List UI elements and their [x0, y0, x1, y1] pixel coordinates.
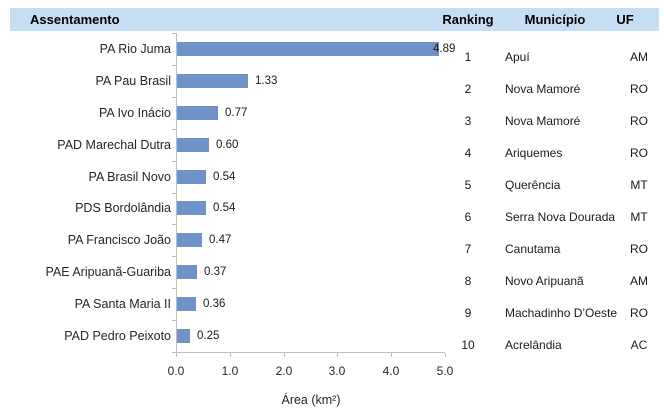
uf-cell: RO [630, 306, 648, 320]
y-axis-tick [172, 352, 177, 353]
ranking-cell: 2 [464, 82, 472, 96]
bar [177, 329, 190, 343]
x-axis-tick [284, 353, 285, 357]
uf-cell: RO [630, 114, 648, 128]
category-label: PDS Bordolândia [75, 201, 171, 215]
ranking-cell: 5 [464, 178, 472, 192]
bar [177, 233, 202, 247]
bar [177, 138, 209, 152]
x-axis-tick-label: 0.0 [167, 364, 185, 378]
bar [177, 265, 197, 279]
uf-cell: MT [630, 210, 648, 224]
y-axis-tick [172, 33, 177, 34]
x-axis-tick-label: 2.0 [275, 364, 293, 378]
category-label: PA Ivo Inácio [98, 106, 171, 120]
uf-cell: AM [630, 274, 648, 288]
x-axis-tick-label: 4.0 [382, 364, 400, 378]
ranking-cell: 1 [464, 50, 472, 64]
col-header-ranking: Ranking [442, 12, 494, 27]
category-label: PAE Aripuanã-Guariba [45, 265, 171, 279]
x-axis-tick-label: 3.0 [328, 364, 346, 378]
category-label: PA Santa Maria II [74, 297, 171, 311]
y-axis-tick [172, 224, 177, 225]
ranking-cell: 4 [464, 146, 472, 160]
bar-value-label: 0.47 [209, 234, 232, 246]
x-axis-tick [445, 353, 446, 357]
col-header-uf: UF [616, 12, 634, 27]
ranking-cell: 6 [464, 210, 472, 224]
y-axis-tick [172, 97, 177, 98]
x-axis-tick [337, 353, 338, 357]
municipio-cell: Machadinho D’Oeste [505, 306, 618, 320]
chart-title: Assentamento [30, 12, 120, 27]
municipio-cell: Novo Aripuanã [505, 274, 584, 288]
bar [177, 170, 206, 184]
col-header-municipio: Município [524, 12, 586, 27]
y-axis-line [176, 33, 177, 352]
category-label: PAD Pedro Peixoto [64, 329, 171, 343]
municipio-cell: Querência [505, 178, 561, 192]
y-axis-tick [172, 129, 177, 130]
bar-value-label: 0.37 [204, 266, 227, 278]
bar [177, 42, 439, 56]
uf-cell: RO [630, 242, 648, 256]
ranking-cell: 8 [464, 274, 472, 288]
category-label: PA Brasil Novo [88, 170, 171, 184]
uf-cell: AM [630, 50, 648, 64]
bar-value-label: 0.25 [197, 330, 220, 342]
category-label: PAD Marechal Dutra [57, 138, 171, 152]
bar-value-label: 0.54 [213, 171, 236, 183]
bar [177, 74, 248, 88]
x-axis-line [176, 352, 445, 353]
header-band: Assentamento Ranking Município UF [10, 8, 659, 31]
ranking-cell: 7 [464, 242, 472, 256]
municipio-cell: Apuí [505, 50, 530, 64]
ranking-cell: 9 [464, 306, 472, 320]
municipio-cell: Nova Mamoré [505, 82, 581, 96]
x-axis-title: Área (km²) [281, 393, 341, 407]
bar-value-label: 1.33 [255, 75, 278, 87]
uf-cell: MT [630, 178, 648, 192]
y-axis-tick [172, 256, 177, 257]
municipio-cell: Serra Nova Dourada [505, 210, 616, 224]
y-axis-tick [172, 161, 177, 162]
x-axis-tick [391, 353, 392, 357]
bar-value-label: 0.77 [225, 107, 248, 119]
municipio-cell: Nova Mamoré [505, 114, 581, 128]
uf-cell: RO [630, 146, 648, 160]
x-axis-tick [176, 353, 177, 357]
uf-cell: RO [630, 82, 648, 96]
category-label: PA Francisco João [67, 233, 171, 247]
y-axis-tick [172, 320, 177, 321]
bar [177, 106, 218, 120]
ranking-cell: 10 [461, 338, 475, 352]
y-axis-tick [172, 288, 177, 289]
municipio-cell: Ariquemes [505, 146, 563, 160]
x-axis-tick [230, 353, 231, 357]
y-axis-tick [172, 65, 177, 66]
x-axis-tick-label: 1.0 [221, 364, 239, 378]
category-label: PA Rio Juma [99, 42, 171, 56]
uf-cell: AC [630, 338, 648, 352]
bar-value-label: 0.36 [203, 298, 226, 310]
y-axis-tick [172, 193, 177, 194]
bar [177, 201, 206, 215]
municipio-cell: Canutama [505, 242, 561, 256]
bar-value-label: 0.54 [213, 202, 236, 214]
municipio-cell: Acrelândia [505, 338, 562, 352]
bar [177, 297, 196, 311]
category-label: PA Pau Brasil [95, 74, 171, 88]
x-axis-tick-label: 5.0 [436, 364, 454, 378]
bar-value-label: 4.89 [433, 43, 456, 55]
bar-value-label: 0.60 [216, 139, 239, 151]
ranking-cell: 3 [464, 114, 472, 128]
